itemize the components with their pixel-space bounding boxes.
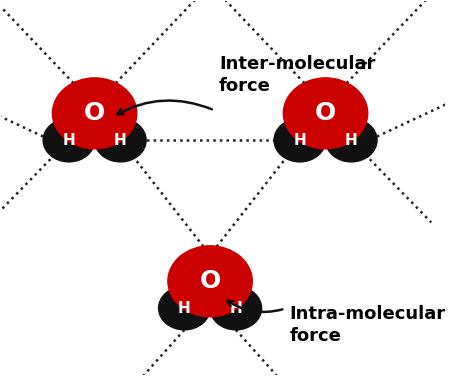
Circle shape (159, 287, 210, 330)
Text: O: O (315, 102, 336, 125)
Circle shape (95, 118, 146, 162)
Circle shape (210, 287, 262, 330)
Text: O: O (200, 269, 221, 293)
Text: O: O (84, 102, 105, 125)
Text: H: H (178, 301, 191, 316)
Circle shape (274, 118, 326, 162)
Text: Inter-molecular
force: Inter-molecular force (219, 55, 375, 96)
Circle shape (168, 246, 252, 317)
Circle shape (43, 118, 95, 162)
Circle shape (326, 118, 377, 162)
Text: H: H (345, 133, 358, 148)
Text: Intra-molecular
force: Intra-molecular force (290, 305, 446, 345)
Circle shape (283, 78, 368, 149)
Text: H: H (114, 133, 127, 148)
Circle shape (53, 78, 137, 149)
Text: H: H (229, 301, 242, 316)
Text: H: H (293, 133, 306, 148)
Text: H: H (63, 133, 75, 148)
